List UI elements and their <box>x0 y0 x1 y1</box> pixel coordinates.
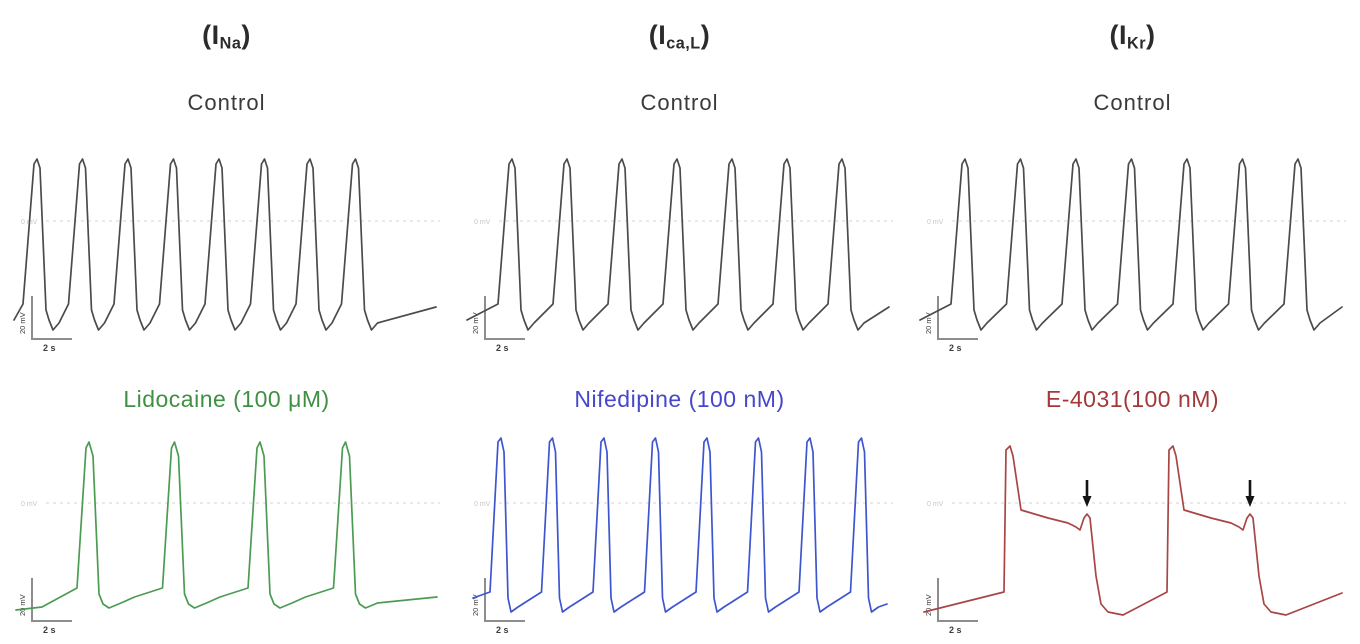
control-label: Control <box>187 90 266 115</box>
scale-bar-time-label: 2 s <box>43 343 56 353</box>
control-label: Control <box>640 90 719 115</box>
nifedipine-trace: 0 mV 2 s 20 mV <box>471 437 893 635</box>
baseline-label: 0 mV <box>474 501 491 508</box>
scale-bar-voltage-label: 20 mV <box>18 594 27 616</box>
current-label-ina: (INa) <box>202 20 251 54</box>
baseline-label: 0 mV <box>21 501 38 508</box>
ap-waveform <box>471 437 888 613</box>
ikr-control-trace: 0 mV 2 s 20 mV <box>918 158 1346 353</box>
current-subscript: ca,L <box>666 34 701 53</box>
e4031-label: E-4031(100 nM) <box>1045 386 1220 412</box>
ap-waveform <box>922 445 1343 616</box>
current-open: (I <box>648 20 667 50</box>
scale-bar <box>483 296 525 340</box>
ap-waveform <box>14 441 438 611</box>
scale-bar-time-label: 2 s <box>496 625 509 635</box>
lidocaine-label: Lidocaine (100 μM) <box>123 386 330 412</box>
ead-arrow-icon <box>1082 496 1091 507</box>
scale-bar-voltage-label: 20 mV <box>924 312 933 334</box>
baseline-label: 0 mV <box>927 501 944 508</box>
current-open: (I <box>202 20 220 50</box>
ina-control-trace: 0 mV2 s20 mV <box>12 158 440 353</box>
scale-bar-voltage-label: 20 mV <box>924 594 933 616</box>
current-label-ikr: (IKr) <box>1110 20 1156 54</box>
ead-arrow-icon <box>1245 496 1254 507</box>
current-close: ) <box>241 20 251 50</box>
scale-bar-voltage-label: 20 mV <box>471 312 480 334</box>
scale-bar <box>936 578 978 622</box>
scale-bar <box>483 578 525 622</box>
scale-bar <box>30 578 72 622</box>
column-ical: (Ica,L) Control 0 mV 2 s 20 mV Nifedipine … <box>453 0 906 644</box>
ap-waveform <box>465 158 890 331</box>
scale-bar <box>30 296 72 340</box>
current-open: (I <box>1109 20 1127 50</box>
current-subscript: Kr <box>1127 34 1146 53</box>
current-label-ical: (Ica,L) <box>649 20 710 54</box>
e4031-trace: 0 mV 2 s 20 mV <box>922 445 1346 635</box>
column-ina: (INa) Control 0 mV 2 s 20 mV Lidocaine (10… <box>0 0 453 644</box>
scale-bar <box>936 296 978 340</box>
ap-waveform <box>12 158 437 331</box>
nifedipine-label: Nifedipine (100 nM) <box>574 386 785 412</box>
scale-bar-voltage-label: 20 mV <box>471 594 480 616</box>
current-subscript: Na <box>219 34 242 53</box>
ap-waveform <box>918 158 1343 331</box>
scale-bar-time-label: 2 s <box>949 343 962 353</box>
current-close: ) <box>700 20 711 50</box>
current-close: ) <box>1146 20 1156 50</box>
baseline-label: 0 mV <box>474 219 491 226</box>
baseline-label: 0 mV <box>927 219 944 226</box>
lidocaine-trace: 0 mV 2 s 20 mV <box>14 441 440 635</box>
column-ikr: (IKr) Control 0 mV 2 s 20 mV E-4031(100 nM… <box>906 0 1359 644</box>
ical-control-trace: 0 mV 2 s 20 mV <box>465 158 893 353</box>
scale-bar-time-label: 2 s <box>949 625 962 635</box>
scale-bar-time-label: 2 s <box>43 625 56 635</box>
scale-bar-time-label: 2 s <box>496 343 509 353</box>
control-label: Control <box>1093 90 1172 115</box>
scale-bar-voltage-label: 20 mV <box>18 312 27 334</box>
